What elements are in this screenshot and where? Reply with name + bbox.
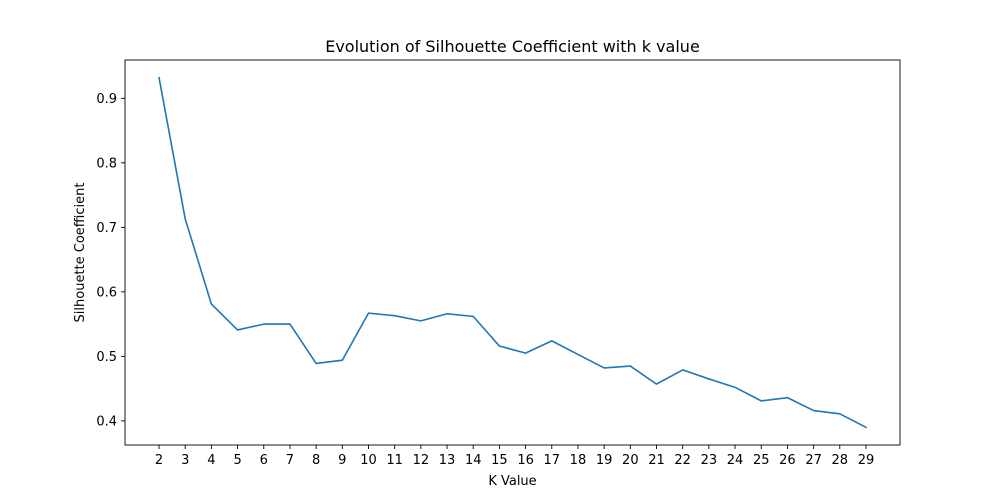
x-tick-label: 2 bbox=[155, 453, 163, 468]
x-tick-label: 7 bbox=[286, 453, 294, 468]
x-tick-label: 26 bbox=[779, 453, 796, 468]
plot-area: 2 3 4 5 6 7 8 9 10 11 12 13 14 15 16 17 18 19 20 21 22 23 24 25… bbox=[96, 59, 901, 468]
x-tick-label: 20 bbox=[622, 453, 639, 468]
x-tick-label: 24 bbox=[727, 453, 744, 468]
y-tick-label: 0.9 bbox=[96, 92, 117, 107]
x-tick-label: 10 bbox=[360, 453, 377, 468]
x-tick-label: 4 bbox=[207, 453, 215, 468]
x-tick-label: 16 bbox=[517, 453, 534, 468]
y-axis-label: Silhouette Coefficient bbox=[73, 183, 88, 323]
x-tick-label: 21 bbox=[648, 453, 665, 468]
y-tick-label: 0.8 bbox=[96, 156, 117, 171]
x-tick-label: 6 bbox=[260, 453, 268, 468]
x-tick-label: 15 bbox=[491, 453, 508, 468]
x-axis-label: K Value bbox=[488, 474, 536, 489]
series-line bbox=[158, 76, 868, 429]
x-tick-label: 22 bbox=[674, 453, 691, 468]
x-tick-label: 9 bbox=[338, 453, 346, 468]
x-tick-label: 23 bbox=[701, 453, 718, 468]
x-tick-label: 19 bbox=[596, 453, 613, 468]
x-tick-label: 28 bbox=[832, 453, 849, 468]
y-tick-label: 0.5 bbox=[96, 350, 117, 365]
plot-frame bbox=[124, 59, 901, 446]
x-tick-label: 8 bbox=[312, 453, 320, 468]
x-tick-label: 3 bbox=[181, 453, 189, 468]
chart-title: Evolution of Silhouette Coefficient with… bbox=[325, 37, 700, 56]
x-tick-label: 29 bbox=[858, 453, 875, 468]
x-tick-label: 27 bbox=[805, 453, 822, 468]
y-tick-label: 0.4 bbox=[96, 414, 117, 429]
x-tick-label: 5 bbox=[233, 453, 241, 468]
x-tick-label: 12 bbox=[413, 453, 430, 468]
x-tick-label: 17 bbox=[544, 453, 561, 468]
y-tick-label: 0.6 bbox=[96, 285, 117, 300]
x-tick-label: 18 bbox=[570, 453, 587, 468]
x-tick-label: 25 bbox=[753, 453, 770, 468]
x-tick-label: 14 bbox=[465, 453, 482, 468]
x-tick-label: 13 bbox=[439, 453, 456, 468]
x-tick-label: 11 bbox=[386, 453, 403, 468]
y-tick-label: 0.7 bbox=[96, 221, 117, 236]
